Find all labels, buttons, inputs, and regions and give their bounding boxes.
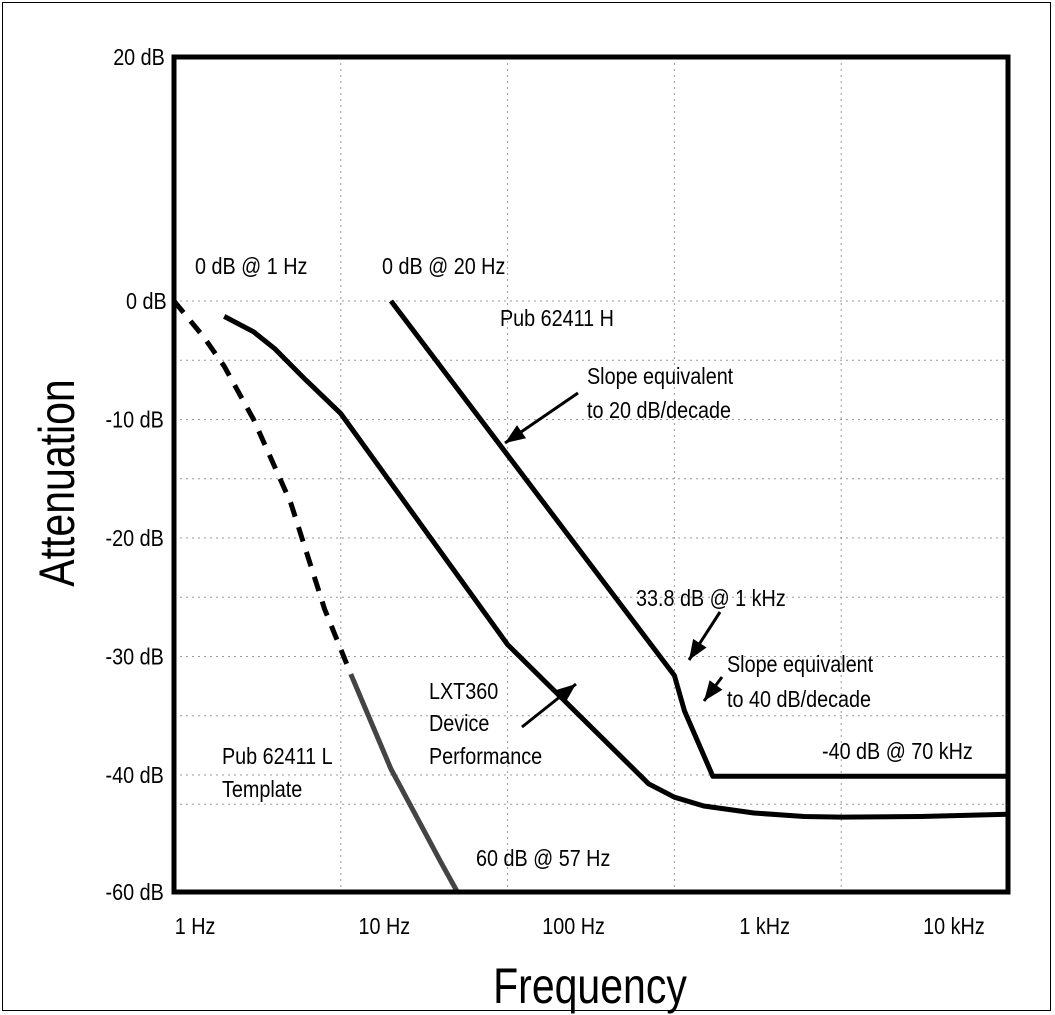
- annotation-60db-57hz: 60 dB @ 57 Hz: [476, 846, 610, 872]
- arrow-33-8db: [687, 611, 722, 661]
- series-line-3: [348, 673, 460, 894]
- x-tick-label: 1 Hz: [175, 914, 216, 940]
- series-line-0: [389, 299, 1008, 779]
- annotation-lxt360-line2: Device: [429, 711, 489, 737]
- y-tick-labels: 20 dB 0 dB -10 dB -20 dB -30 dB -40 dB -60 dB: [106, 45, 167, 906]
- series-line-1: [223, 314, 1009, 820]
- annotation-slope-20-line2: to 20 dB/decade: [587, 398, 731, 424]
- annotation-33-8db-1khz: 33.8 dB @ 1 kHz: [636, 586, 786, 612]
- annotation-slope-40-line2: to 40 dB/decade: [727, 687, 871, 713]
- series-line-2: [172, 299, 354, 676]
- y-tick-label: 20 dB: [113, 45, 165, 71]
- arrow-lxt360: [521, 682, 577, 729]
- x-tick-label: 10 Hz: [358, 914, 410, 940]
- arrow-slope-20: [504, 391, 579, 445]
- grid: [174, 57, 1008, 892]
- annotation-lxt360-line1: LXT360: [429, 679, 498, 705]
- y-tick-label: -60 dB: [106, 880, 164, 906]
- x-axis-title: Frequency: [493, 958, 687, 1014]
- annotation-pub-62411-l-line2: Template: [222, 777, 302, 803]
- plot-border: [171, 54, 1011, 895]
- annotation-0db-1hz: 0 dB @ 1 Hz: [195, 254, 307, 280]
- x-tick-label: 100 Hz: [542, 914, 605, 940]
- annotation-slope-20-line1: Slope equivalent: [587, 364, 733, 390]
- annotation-pub-62411-l-line1: Pub 62411 L: [222, 744, 333, 770]
- annotations: 0 dB @ 1 Hz 0 dB @ 20 Hz Pub 62411 H Slo…: [195, 254, 973, 872]
- series-group: [172, 299, 1009, 894]
- annotation-arrows: [504, 391, 724, 729]
- y-axis-title: Attenuation: [29, 379, 85, 586]
- x-tick-label: 10 kHz: [923, 914, 985, 940]
- arrow-slope-40: [702, 676, 724, 702]
- y-tick-label: -30 dB: [106, 644, 164, 670]
- y-tick-label: 0 dB: [126, 289, 167, 315]
- y-tick-label: -40 dB: [106, 763, 164, 789]
- y-tick-label: -20 dB: [106, 526, 164, 552]
- annotation-pub-62411-h: Pub 62411 H: [500, 306, 614, 332]
- annotation-minus40db-70khz: -40 dB @ 70 kHz: [822, 739, 973, 765]
- annotation-lxt360-line3: Performance: [429, 744, 542, 770]
- annotation-slope-40-line1: Slope equivalent: [727, 652, 873, 678]
- annotation-0db-20hz: 0 dB @ 20 Hz: [382, 254, 505, 280]
- y-tick-label: -10 dB: [106, 407, 164, 433]
- x-tick-label: 1 kHz: [739, 914, 790, 940]
